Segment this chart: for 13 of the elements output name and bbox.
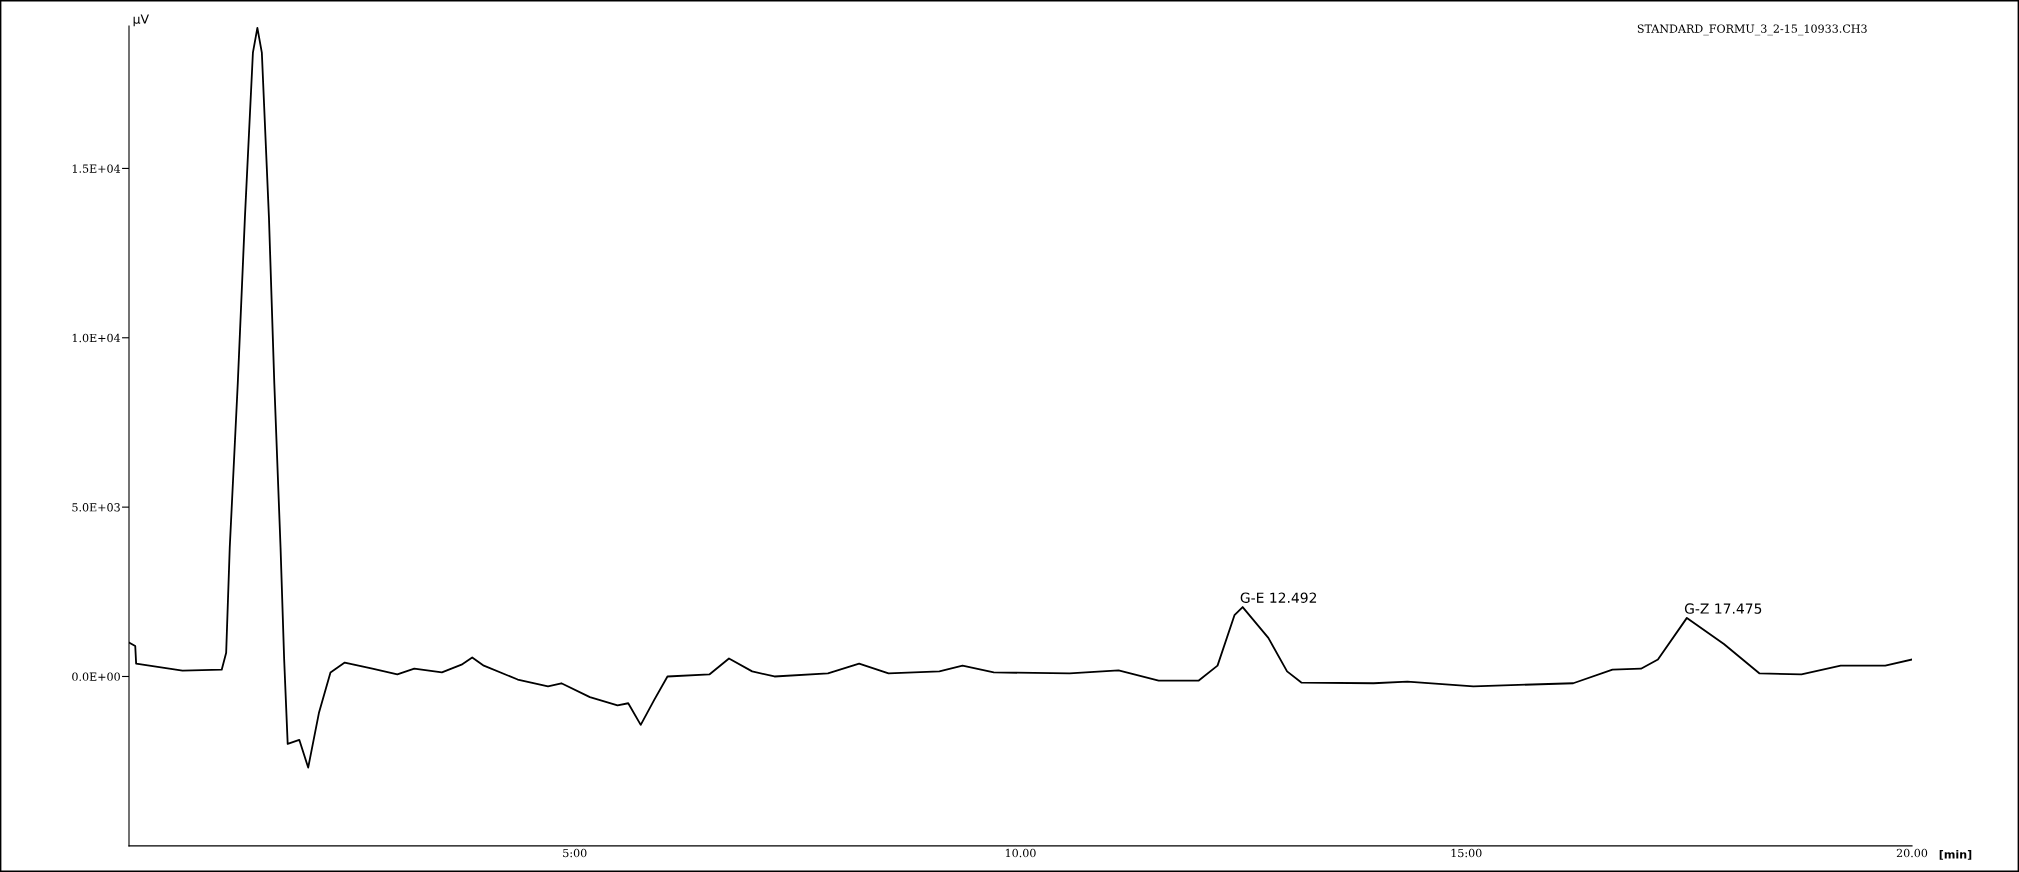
annotation: G-Z 17.475 bbox=[1684, 603, 1762, 614]
x-axis-title: [min] bbox=[1939, 849, 1972, 860]
y-axis-title: μV bbox=[133, 14, 149, 27]
x-tick-label: 10.00 bbox=[1005, 848, 1036, 858]
y-tick-label: 1.0E+04 bbox=[72, 333, 121, 343]
annotation: G-E 12.492 bbox=[1240, 592, 1317, 603]
y-tick-label: 5.0E+03 bbox=[72, 503, 120, 512]
chart-title: STANDARD_FORMU_3_2-15_10933.CH3 bbox=[1637, 24, 1867, 36]
y-tick-label: 1.5E+04 bbox=[72, 164, 121, 173]
x-tick-label: 15:00 bbox=[1451, 848, 1482, 858]
x-tick-label: 20.00 bbox=[1896, 848, 1928, 858]
y-tick-label: 0.0E+00 bbox=[72, 672, 120, 681]
x-tick-label: 5:00 bbox=[563, 848, 587, 858]
